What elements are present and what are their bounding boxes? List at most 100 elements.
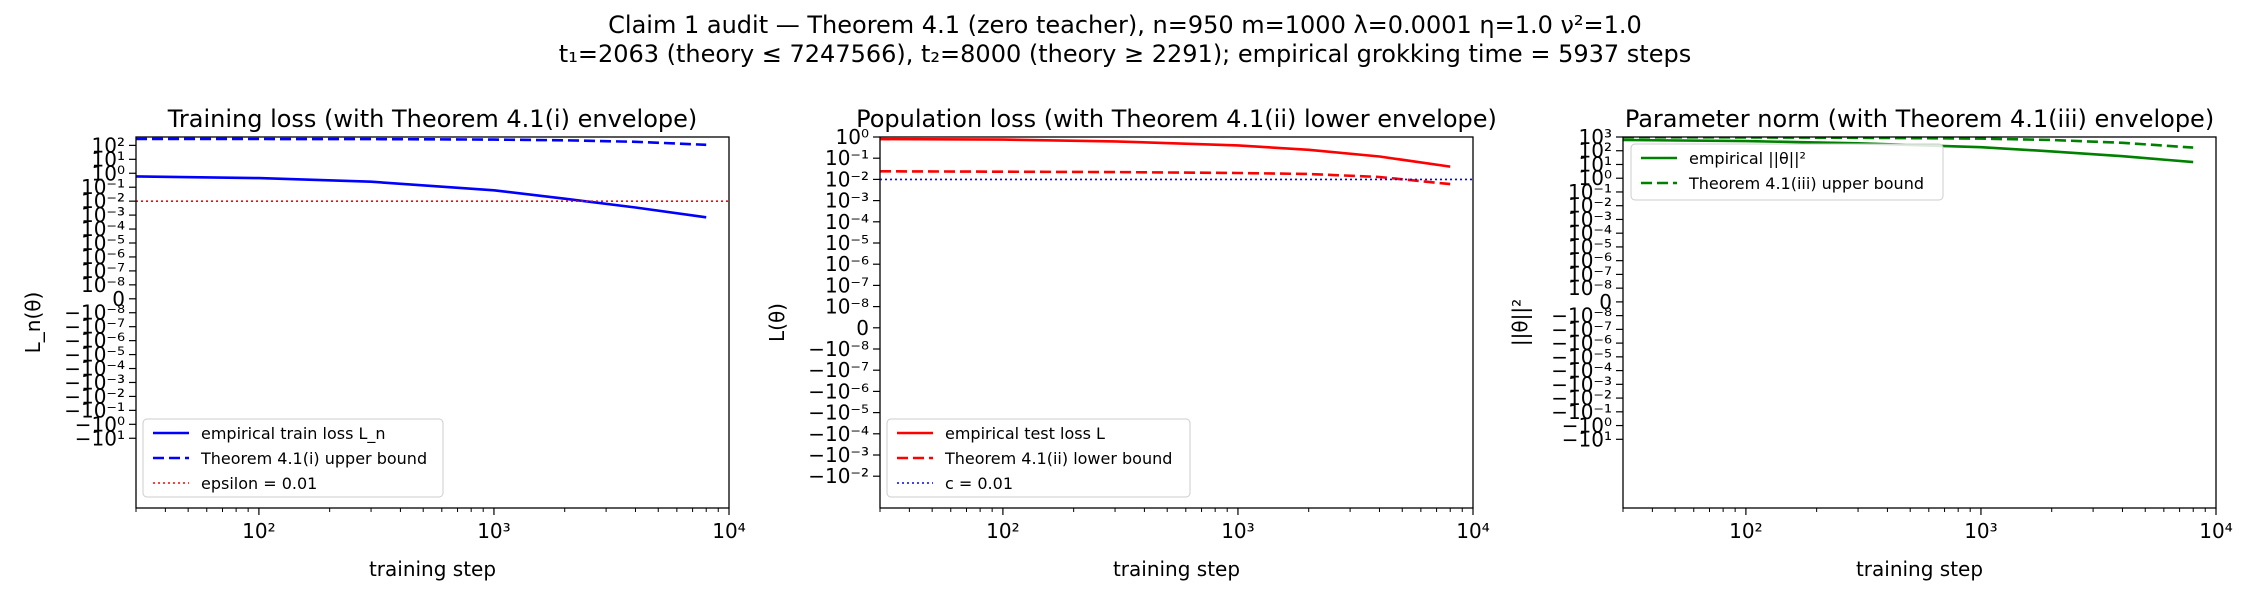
y-tick-label: 10⁻⁷ xyxy=(81,259,125,283)
y-tick-label: −10⁻² xyxy=(808,464,869,488)
figure-suptitle-line-1: Claim 1 audit — Theorem 4.1 (zero teache… xyxy=(608,11,1642,39)
y-tick-label: −10⁻³ xyxy=(808,443,869,467)
y-tick-label: −10⁻³ xyxy=(64,370,125,394)
y-tick-label: −10⁰ xyxy=(75,412,125,436)
series-line-1 xyxy=(1623,138,2194,164)
y-tick-label: −10⁻⁷ xyxy=(1551,317,1612,341)
y-tick-label: −10⁻⁵ xyxy=(808,401,869,425)
y-tick-label: −10⁻² xyxy=(1551,386,1612,410)
y-tick-label: 10⁻⁴ xyxy=(1568,221,1612,245)
y-tick-label: −10⁻⁶ xyxy=(1551,331,1612,355)
chart-panel-2: Population loss (with Theorem 4.1(ii) lo… xyxy=(765,105,1497,581)
y-tick-label: 10⁰ xyxy=(1579,166,1612,190)
y-tick-label: 10¹ xyxy=(92,147,125,171)
plot-frame xyxy=(1622,136,2217,509)
chart-panel-3: Parameter norm (with Theorem 4.1(iii) en… xyxy=(1508,105,2233,581)
y-tick-label: 10⁻⁵ xyxy=(1568,235,1612,259)
legend-label-1: empirical train loss L_n xyxy=(201,424,386,444)
x-tick-label: 10² xyxy=(986,519,1019,543)
series-line-1 xyxy=(136,175,707,219)
y-tick-label: −10⁻² xyxy=(64,384,125,408)
y-tick-label: 10⁻³ xyxy=(81,203,125,227)
x-tick-label: 10² xyxy=(242,519,275,543)
y-tick-label: 0 xyxy=(1599,290,1612,314)
chart-panel-1: Training loss (with Theorem 4.1(i) envel… xyxy=(21,105,746,581)
x-tick-label: 10³ xyxy=(477,519,510,543)
legend-label-1: empirical test loss L xyxy=(945,424,1105,443)
y-tick-label: −10⁻⁸ xyxy=(808,337,869,361)
legend-label-1: empirical ||θ||² xyxy=(1689,149,1806,168)
y-tick-label: −10⁻¹ xyxy=(64,398,125,422)
legend-box xyxy=(1630,143,1944,201)
legend-label-2: Theorem 4.1(ii) lower bound xyxy=(944,449,1172,468)
x-tick-label: 10³ xyxy=(1964,519,1997,543)
y-tick-label: 10⁻² xyxy=(81,189,125,213)
y-tick-label: 10¹ xyxy=(1579,152,1612,176)
series-line-2 xyxy=(136,137,707,147)
legend-label-2: Theorem 4.1(iii) upper bound xyxy=(1688,174,1924,193)
y-tick-label: −10⁻¹ xyxy=(1551,400,1612,424)
y-tick-label: 10⁻⁴ xyxy=(81,217,125,241)
x-tick-label: 10⁴ xyxy=(1456,519,1489,543)
y-tick-label: 10⁻⁵ xyxy=(81,231,125,255)
y-tick-label: −10⁻⁸ xyxy=(64,301,125,325)
y-tick-label: 10⁻⁶ xyxy=(1568,249,1612,273)
y-tick-label: 10⁻⁶ xyxy=(825,252,869,276)
y-axis-label: L_n(θ) xyxy=(21,292,45,354)
y-tick-label: −10⁻⁵ xyxy=(1551,345,1612,369)
y-tick-label: −10⁻⁷ xyxy=(808,358,869,382)
y-tick-label: −10⁻⁴ xyxy=(1551,359,1612,383)
y-tick-label: 10⁻⁴ xyxy=(825,210,869,234)
y-tick-label: 10⁻⁸ xyxy=(825,295,869,319)
x-axis-label: training step xyxy=(1113,557,1240,581)
x-tick-label: 10⁴ xyxy=(712,519,745,543)
y-tick-label: 10² xyxy=(1579,139,1612,163)
y-tick-label: −10⁻⁸ xyxy=(1551,304,1612,328)
x-axis-label: training step xyxy=(1856,557,1983,581)
y-tick-label: −10⁻⁴ xyxy=(808,422,869,446)
y-tick-label: −10⁻⁵ xyxy=(64,343,125,367)
y-tick-label: −10¹ xyxy=(1562,427,1612,451)
y-tick-label: 10⁻⁸ xyxy=(81,273,125,297)
legend: empirical train loss L_n Theorem 4.1(i) u… xyxy=(142,418,444,498)
series-line-2 xyxy=(880,170,1451,186)
y-tick-label: −10⁻³ xyxy=(1551,372,1612,396)
y-tick-label: −10¹ xyxy=(75,426,125,450)
y-tick-label: 10⁻³ xyxy=(825,189,869,213)
chart-title: Training loss (with Theorem 4.1(i) envel… xyxy=(167,105,698,133)
legend-label-3: c = 0.01 xyxy=(945,474,1013,493)
y-tick-label: 10⁻⁶ xyxy=(81,245,125,269)
y-tick-label: −10⁻⁶ xyxy=(808,379,869,403)
y-tick-label: −10⁰ xyxy=(1562,414,1612,438)
legend-box xyxy=(142,418,444,498)
y-tick-label: 10⁻¹ xyxy=(825,146,869,170)
y-tick-label: 10⁻⁸ xyxy=(1568,276,1612,300)
y-tick-label: 10⁻² xyxy=(1568,194,1612,218)
y-tick-label: −10⁻⁷ xyxy=(64,315,125,339)
y-tick-label: 10⁻³ xyxy=(1568,207,1612,231)
y-tick-label: 10⁰ xyxy=(92,161,125,185)
y-tick-label: 10³ xyxy=(1579,125,1612,149)
legend-label-2: Theorem 4.1(i) upper bound xyxy=(200,449,427,468)
y-axis-label: L(θ) xyxy=(765,303,789,342)
chart-title: Population loss (with Theorem 4.1(ii) lo… xyxy=(856,105,1497,133)
x-tick-label: 10³ xyxy=(1221,519,1254,543)
series-line-1 xyxy=(880,137,1451,168)
legend-label-3: epsilon = 0.01 xyxy=(201,474,317,493)
y-tick-label: 10⁻¹ xyxy=(1568,180,1612,204)
plot-frame xyxy=(135,136,730,509)
legend: empirical test loss L Theorem 4.1(ii) low… xyxy=(886,418,1191,498)
x-tick-label: 10⁴ xyxy=(2199,519,2232,543)
y-tick-label: 10⁻⁵ xyxy=(825,231,869,255)
x-axis-label: training step xyxy=(369,557,496,581)
y-tick-label: 10⁻⁷ xyxy=(1568,262,1612,286)
legend-box xyxy=(886,418,1191,498)
y-axis-label: ||θ||² xyxy=(1508,299,1532,346)
series-group xyxy=(880,137,1473,186)
y-tick-label: 10⁻⁷ xyxy=(825,273,869,297)
plot-frame xyxy=(879,136,1474,509)
series-group xyxy=(136,137,729,219)
chart-title: Parameter norm (with Theorem 4.1(iii) en… xyxy=(1625,105,2214,133)
y-tick-label: 0 xyxy=(856,316,869,340)
